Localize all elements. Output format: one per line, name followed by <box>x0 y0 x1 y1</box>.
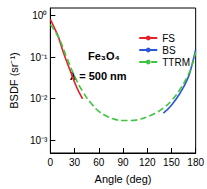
svg-text:λ = 500 nm: λ = 500 nm <box>70 70 127 82</box>
svg-text:150: 150 <box>163 157 180 168</box>
svg-text:180: 180 <box>187 157 204 168</box>
svg-text:120: 120 <box>139 157 156 168</box>
svg-text:0: 0 <box>48 157 54 168</box>
svg-text:30: 30 <box>69 157 81 168</box>
svg-text:TTRM: TTRM <box>162 57 190 68</box>
svg-text:Angle (deg): Angle (deg) <box>95 173 152 185</box>
svg-text:10⁻¹: 10⁻¹ <box>30 52 48 63</box>
svg-text:Fe₃O₄: Fe₃O₄ <box>88 50 120 62</box>
svg-text:10⁰: 10⁰ <box>32 10 47 21</box>
svg-text:10⁻³: 10⁻³ <box>30 135 48 146</box>
svg-text:60: 60 <box>93 157 105 168</box>
svg-text:90: 90 <box>117 157 129 168</box>
svg-text:10⁻²: 10⁻² <box>30 93 48 104</box>
svg-text:BS: BS <box>162 45 176 56</box>
svg-text:FS: FS <box>162 33 175 44</box>
svg-text:BSDF (sr⁻¹): BSDF (sr⁻¹) <box>8 52 20 109</box>
